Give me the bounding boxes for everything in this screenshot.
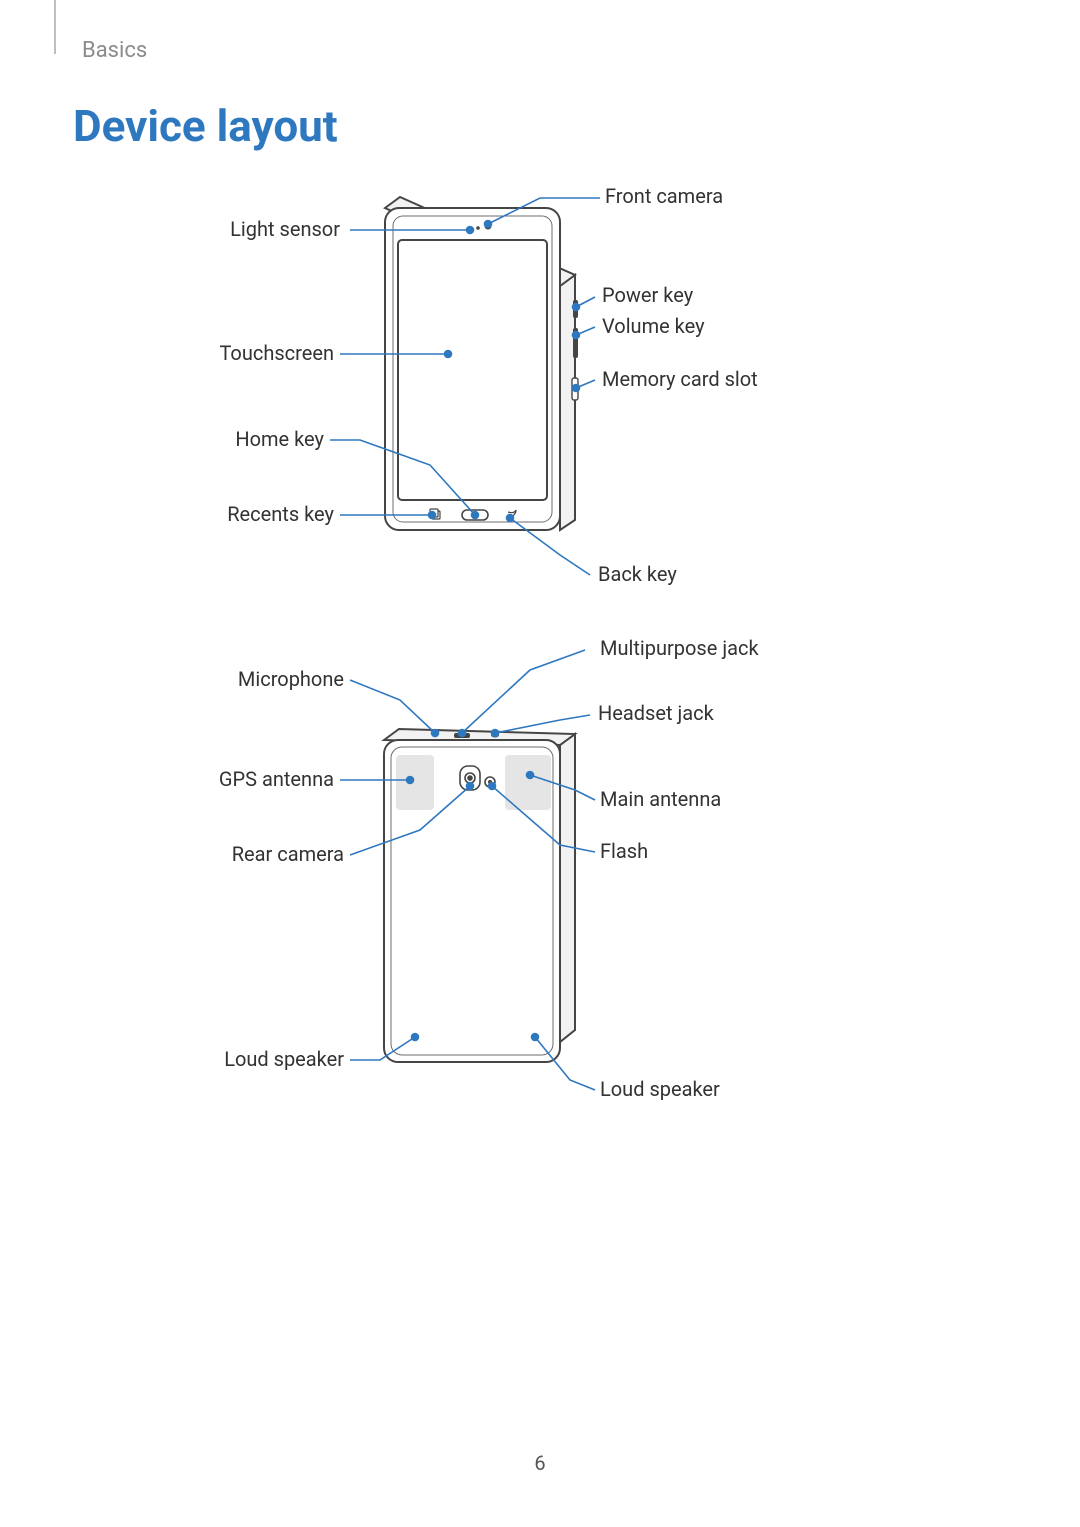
label-headset-jack: Headset jack bbox=[598, 701, 715, 725]
label-recents-key: Recents key bbox=[227, 502, 334, 526]
label-power-key: Power key bbox=[602, 283, 694, 307]
page-number: 6 bbox=[0, 1451, 1080, 1475]
label-loud-speaker-l: Loud speaker bbox=[224, 1047, 344, 1071]
label-rear-camera: Rear camera bbox=[232, 842, 344, 866]
label-gps-antenna: GPS antenna bbox=[219, 767, 334, 791]
label-multipurpose-jack: Multipurpose jack bbox=[600, 636, 759, 660]
label-main-antenna: Main antenna bbox=[600, 787, 721, 811]
label-touchscreen: Touchscreen bbox=[219, 341, 334, 365]
back-view: Microphone GPS antenna Rear camera Loud … bbox=[219, 636, 760, 1101]
label-home-key: Home key bbox=[235, 427, 324, 451]
label-memory-card-slot: Memory card slot bbox=[602, 367, 758, 391]
device-diagram: Light sensor Touchscreen Home key Recent… bbox=[0, 0, 1080, 1527]
label-back-key: Back key bbox=[598, 562, 677, 586]
manual-page: Basics Device layout bbox=[0, 0, 1080, 1527]
label-flash: Flash bbox=[600, 839, 648, 863]
label-front-camera: Front camera bbox=[605, 184, 723, 208]
label-volume-key: Volume key bbox=[602, 314, 705, 338]
label-light-sensor: Light sensor bbox=[230, 217, 340, 241]
front-view: Light sensor Touchscreen Home key Recent… bbox=[219, 184, 757, 586]
label-loud-speaker-r: Loud speaker bbox=[600, 1077, 720, 1101]
label-microphone: Microphone bbox=[238, 667, 344, 691]
